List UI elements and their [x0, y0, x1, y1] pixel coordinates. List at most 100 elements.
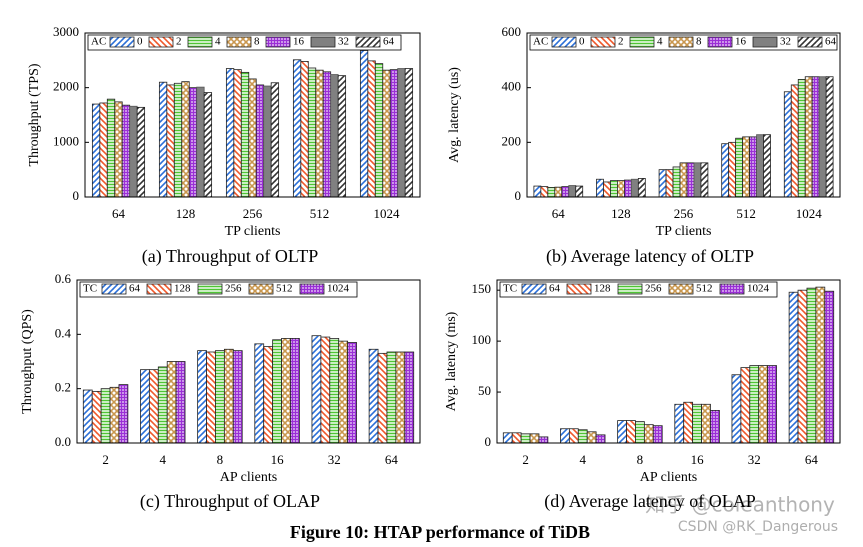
legend-swatch	[226, 36, 252, 48]
bar	[367, 60, 376, 198]
bar	[742, 136, 750, 198]
y-tick-label: 0	[485, 434, 492, 449]
legend-label: 128	[174, 283, 191, 295]
bar	[359, 50, 369, 198]
bar	[749, 365, 760, 444]
subcaption: (c) Throughput of OLAP	[140, 491, 320, 512]
x-axis-label: TP clients	[656, 224, 712, 239]
bar	[158, 81, 168, 198]
bar	[529, 433, 540, 444]
bar	[395, 351, 406, 444]
y-tick-label: 0.2	[55, 380, 71, 395]
bar	[397, 68, 406, 198]
y-tick-label: 50	[478, 383, 491, 398]
legend-swatch	[668, 283, 694, 295]
legend-swatch	[668, 36, 694, 48]
x-tick-label: 2	[522, 452, 529, 467]
x-tick-label: 128	[611, 206, 631, 221]
bar	[91, 390, 102, 444]
legend-swatch	[521, 283, 547, 295]
bar	[511, 432, 522, 444]
bar	[382, 69, 391, 198]
bar	[586, 431, 597, 444]
bar	[338, 340, 349, 444]
bar	[166, 84, 175, 198]
legend-swatch	[148, 36, 174, 48]
bar	[157, 366, 168, 444]
x-axis-label: TP clients	[225, 224, 281, 239]
bar	[109, 386, 120, 444]
x-tick-label: 8	[637, 452, 644, 467]
legend-swatch	[551, 36, 577, 48]
y-tick-label: 0.4	[55, 325, 72, 340]
x-tick-label: 64	[112, 206, 126, 221]
bar	[322, 71, 332, 198]
x-tick-label: 32	[328, 452, 341, 467]
bar	[710, 409, 720, 444]
bar	[540, 186, 549, 198]
bar	[728, 141, 737, 198]
x-tick-label: 256	[674, 206, 694, 221]
bar	[635, 421, 645, 444]
bar	[643, 424, 654, 444]
legend-label: 512	[696, 283, 713, 295]
bar	[693, 162, 702, 198]
x-tick-label: 512	[310, 206, 330, 221]
bar	[114, 101, 123, 198]
bar	[804, 76, 813, 198]
bar	[270, 82, 280, 198]
x-axis-label: AP clients	[640, 470, 697, 485]
bar	[337, 75, 347, 198]
x-axis-label: AP clients	[220, 470, 277, 485]
y-tick-label: 3000	[53, 24, 79, 39]
y-tick-label: 0	[515, 188, 522, 203]
y-tick-label: 400	[502, 79, 522, 94]
y-tick-label: 600	[502, 24, 522, 39]
watermark: CSDN @RK_Dangerous	[678, 519, 838, 535]
legend-title: AC	[91, 36, 106, 48]
bar	[783, 91, 792, 198]
bar	[368, 348, 379, 444]
bar	[300, 61, 309, 198]
bar	[181, 81, 190, 198]
legend-title: TC	[83, 283, 97, 295]
bar	[148, 369, 159, 444]
legend-swatch	[752, 36, 778, 48]
bar	[533, 185, 542, 198]
bar	[166, 361, 177, 444]
y-tick-label: 0.0	[55, 434, 71, 449]
y-tick-label: 0	[73, 188, 80, 203]
legend-label: 256	[645, 283, 662, 295]
bar	[315, 69, 324, 198]
bar	[665, 169, 674, 198]
bar	[129, 105, 138, 198]
bar	[700, 162, 709, 198]
legend-label: 128	[594, 283, 611, 295]
y-axis-label: Avg. latency (ms)	[444, 311, 459, 411]
bar	[215, 350, 225, 444]
y-axis-label: Avg. latency (us)	[447, 67, 462, 163]
legend-title: AC	[533, 36, 548, 48]
bar	[140, 369, 150, 444]
bar	[223, 348, 234, 444]
bar	[232, 350, 243, 444]
legend-swatch	[248, 283, 274, 295]
bar	[740, 367, 751, 444]
legend-swatch	[146, 283, 172, 295]
x-tick-label: 32	[748, 452, 761, 467]
bar	[818, 76, 827, 198]
legend-swatch	[355, 36, 381, 48]
bar	[815, 286, 826, 444]
bar	[307, 67, 317, 198]
legend-label: 256	[225, 283, 242, 295]
bar	[377, 352, 388, 444]
bar	[658, 169, 667, 198]
legend-label: 32	[780, 36, 791, 48]
legend-swatch	[310, 36, 336, 48]
bar	[386, 351, 397, 444]
legend-label: 1024	[747, 283, 770, 295]
bar	[374, 63, 384, 198]
bar	[596, 178, 604, 198]
bar	[263, 346, 274, 444]
x-tick-label: 64	[552, 206, 566, 221]
